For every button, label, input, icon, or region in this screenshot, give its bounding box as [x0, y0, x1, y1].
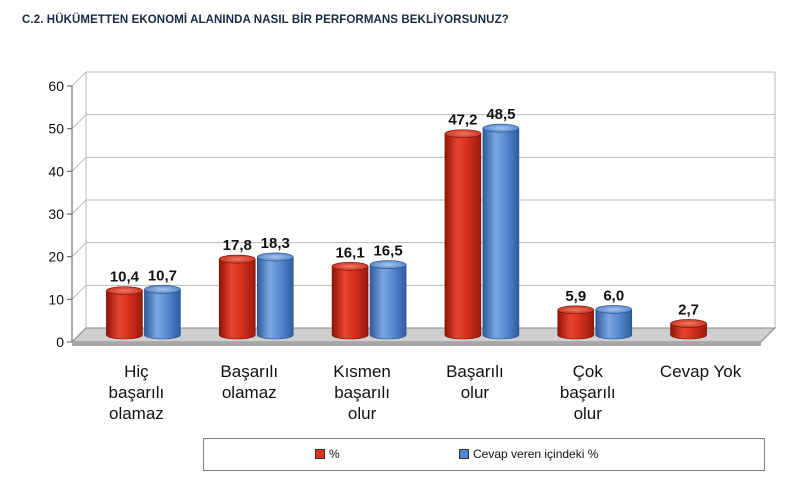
- bar-cap: [256, 252, 294, 262]
- data-label: 2,7: [678, 301, 699, 318]
- bar: [331, 266, 369, 340]
- x-category-label: Başarılı olur: [446, 362, 504, 402]
- data-label: 10,4: [110, 269, 140, 286]
- bar: [444, 133, 482, 340]
- legend-swatch-red: [315, 449, 325, 459]
- bar: [218, 258, 256, 340]
- data-label: 47,2: [448, 112, 477, 129]
- bar: [256, 256, 294, 340]
- data-label: 16,5: [373, 243, 402, 260]
- y-tick-label: 40: [48, 163, 64, 179]
- data-label: 6,0: [603, 287, 624, 304]
- gridline-side: [71, 199, 87, 215]
- legend-item-percent: %: [315, 447, 340, 461]
- data-label: 18,3: [261, 235, 290, 252]
- gridline-side: [71, 284, 87, 300]
- legend-label-percent: %: [329, 447, 340, 461]
- data-label: 5,9: [565, 288, 586, 305]
- bar: [144, 289, 181, 340]
- bar-cap: [482, 123, 520, 133]
- bar-cap: [444, 129, 482, 138]
- legend-item-respondents: Cevap veren içindeki %: [459, 447, 598, 461]
- chart-title: C.2. HÜKÜMETTEN EKONOMİ ALANINDA NASIL B…: [22, 14, 509, 26]
- bar-cap: [595, 305, 633, 314]
- data-label: 16,1: [335, 244, 364, 261]
- bar-cap: [331, 262, 369, 271]
- gridline-side: [71, 242, 87, 258]
- x-category-label: Kısmen başarılı olur: [333, 362, 391, 423]
- data-label: 17,8: [223, 237, 252, 254]
- x-category-label: Hiç başarılı olamaz: [108, 362, 165, 423]
- y-tick-label: 30: [48, 206, 64, 222]
- legend-label-respondents: Cevap veren içindeki %: [473, 447, 599, 461]
- data-label: 48,5: [486, 106, 515, 123]
- y-tick-label: 60: [48, 78, 64, 94]
- x-category-label: Başarılı olamaz: [220, 362, 279, 402]
- bar-cap: [670, 319, 707, 328]
- bar: [670, 323, 707, 340]
- bar: [595, 309, 633, 340]
- gridline-side: [71, 156, 87, 172]
- bar: [482, 127, 520, 340]
- data-label: 10,7: [148, 267, 177, 284]
- legend-swatch-blue: [459, 449, 469, 459]
- floor-edge: [72, 342, 761, 346]
- gridline-side: [71, 114, 87, 130]
- bar-cap: [144, 285, 181, 294]
- gridline-side: [71, 71, 87, 87]
- bar-cap: [106, 286, 143, 295]
- y-tick-label: 20: [48, 249, 64, 265]
- bar: [106, 290, 143, 340]
- x-category-label: Cevap Yok: [659, 362, 742, 381]
- bar: [557, 309, 595, 340]
- y-tick-label: 0: [56, 334, 64, 350]
- bar-cap: [557, 305, 595, 315]
- y-tick-label: 10: [48, 291, 64, 307]
- y-tick-label: 50: [48, 121, 64, 137]
- x-category-label: Çok başarılı olur: [559, 362, 616, 423]
- bar-cap: [369, 260, 407, 269]
- bar-cap: [218, 254, 256, 264]
- legend: % Cevap veren içindeki %: [203, 438, 765, 471]
- bar: [369, 264, 407, 340]
